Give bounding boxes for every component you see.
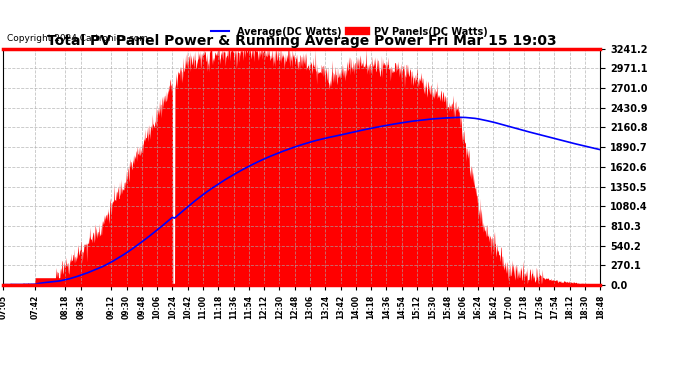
Title: Total PV Panel Power & Running Average Power Fri Mar 15 19:03: Total PV Panel Power & Running Average P… (47, 34, 557, 48)
Legend: Average(DC Watts), PV Panels(DC Watts): Average(DC Watts), PV Panels(DC Watts) (208, 23, 492, 40)
Text: Copyright 2024 Cartronics.com: Copyright 2024 Cartronics.com (7, 34, 148, 43)
